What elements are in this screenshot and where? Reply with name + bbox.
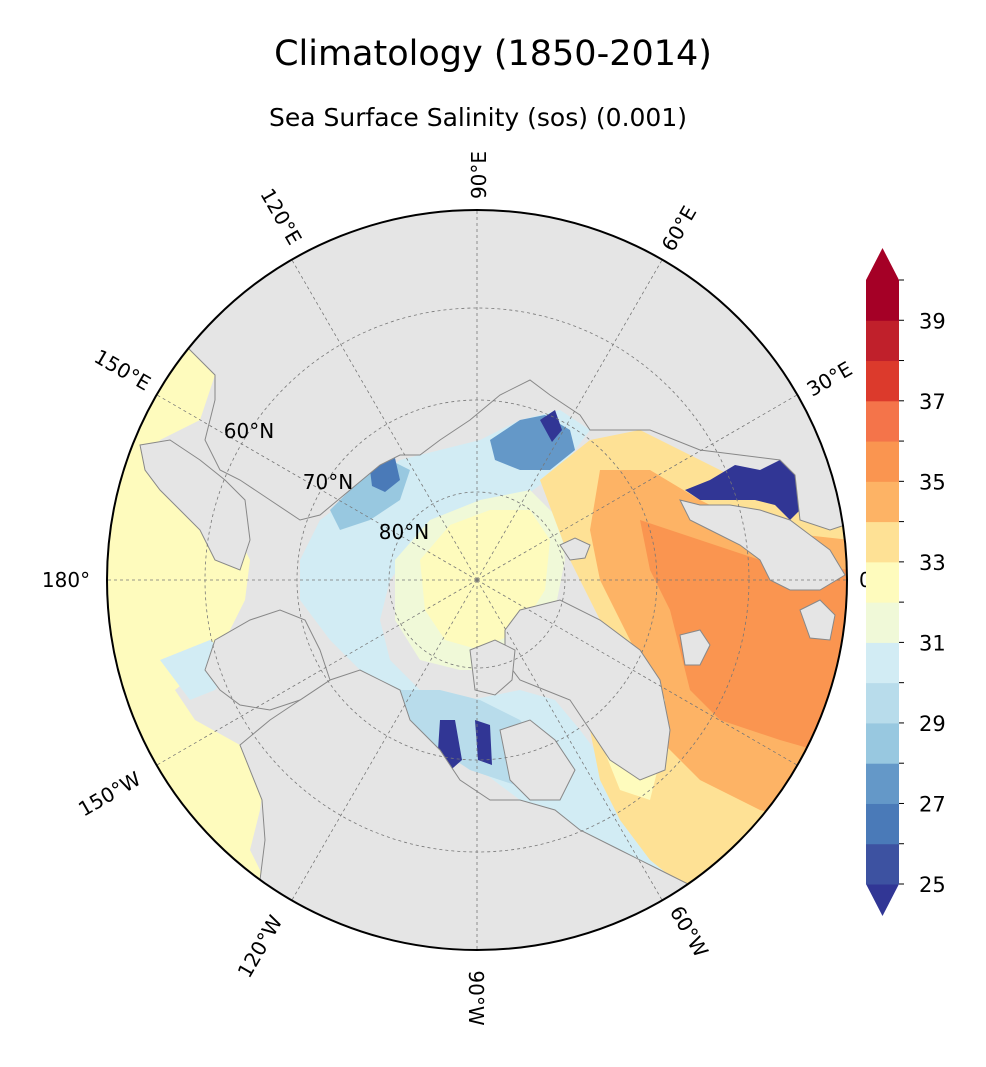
colorbar-segment	[866, 320, 899, 362]
lon-label: 120°W	[233, 911, 288, 982]
colorbar-tick-label: 39	[919, 309, 946, 333]
colorbar-segment	[866, 843, 899, 885]
land-ellesmere	[469, 639, 516, 696]
land-alaska	[204, 609, 331, 711]
lon-label: 120°E	[255, 184, 306, 249]
lon-label: 90°E	[467, 151, 491, 199]
colorbar-over-extend	[866, 248, 899, 280]
colorbar-segment	[866, 722, 899, 764]
colorbar-segment	[866, 642, 899, 684]
colorbar-tick-label: 35	[919, 470, 946, 494]
lon-label: 60°W	[665, 902, 714, 962]
ob-estuary	[540, 410, 562, 442]
colorbar-tick-label: 25	[919, 873, 946, 897]
map-boundary	[106, 209, 848, 951]
map-title: Climatology (1850-2014)	[274, 34, 712, 74]
land-british-isles	[799, 599, 836, 641]
colorbar-segment	[866, 400, 899, 442]
colorbar-segment	[866, 602, 899, 643]
lat-label: 60°N	[224, 419, 274, 443]
lon-label: 180°	[42, 568, 90, 592]
lat-label: 80°N	[379, 520, 429, 544]
arctic-ocean-shelf	[300, 410, 680, 890]
meridian-150w	[156, 579, 478, 766]
meridian-30e	[476, 394, 798, 581]
lon-label: 90°W	[464, 970, 488, 1025]
meridian-120w	[291, 579, 478, 901]
colorbar-tick-label: 29	[919, 712, 946, 736]
colorbar-segment	[866, 803, 899, 845]
land-iceland	[679, 629, 711, 666]
map-subtitle: Sea Surface Salinity (sos) (0.001)	[269, 103, 687, 132]
meridian-60e	[476, 259, 663, 581]
colorbar-tick-label: 37	[919, 390, 946, 414]
colorbar-segment	[866, 521, 899, 563]
lon-label: 30°E	[803, 357, 857, 402]
colorbar-segment	[866, 441, 899, 482]
colorbar-segment	[866, 682, 899, 724]
archipelago-low	[438, 720, 492, 775]
lon-label: 150°E	[90, 344, 155, 395]
colorbar-under-extend	[866, 884, 899, 916]
meridian-120e	[291, 259, 478, 581]
baltic-sea	[685, 460, 800, 520]
land-baffin	[499, 719, 576, 801]
latitude-labels: 60°N 70°N 80°N	[224, 419, 429, 544]
land-scandinavia	[679, 499, 846, 591]
land-chukotka	[139, 439, 251, 571]
colorbar-tick-label: 33	[919, 551, 946, 575]
colorbar-tick-label: 31	[919, 631, 946, 655]
meridian-60w	[476, 579, 663, 901]
colorbar-segment	[866, 481, 899, 523]
lon-label: 150°W	[74, 766, 145, 821]
lat-label: 70°N	[303, 470, 353, 494]
colorbar-tick-label: 27	[919, 792, 946, 816]
colorbar-segment	[866, 360, 899, 402]
colorbar-segment	[866, 280, 899, 321]
colorbar-segment	[866, 763, 899, 804]
lon-label: 60°E	[657, 202, 702, 256]
meridian-30w	[476, 579, 798, 766]
parallel-80n	[388, 491, 566, 669]
graticule	[107, 210, 847, 950]
colorbar-segment	[866, 561, 899, 603]
colorbar: 25 27 29 31 33 35 37 39	[866, 248, 946, 916]
land-svalbard	[559, 537, 591, 561]
meridian-150e	[156, 394, 478, 581]
